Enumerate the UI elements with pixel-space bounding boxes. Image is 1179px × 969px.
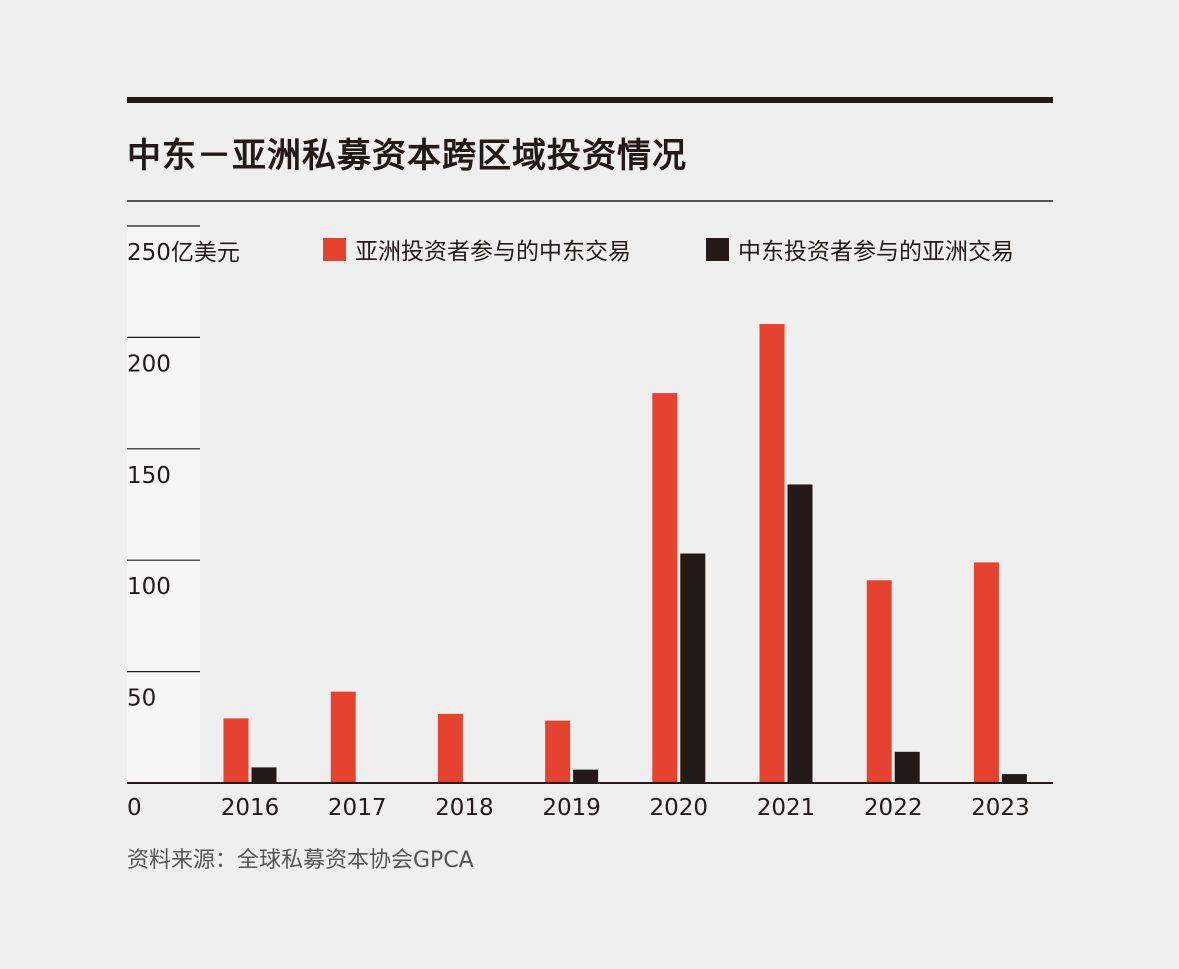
y-tick-label: 100 [127, 574, 171, 600]
bar [787, 484, 813, 783]
bar [894, 751, 920, 783]
legend-label-me-investors: 中东投资者参与的亚洲交易 [738, 239, 1014, 265]
x-tick-label: 2018 [435, 795, 494, 821]
bar [652, 393, 678, 783]
bar [545, 720, 571, 783]
chart-title: 中东－亚洲私募资本跨区域投资情况 [127, 136, 687, 176]
title-rule [127, 200, 1053, 202]
bar [573, 769, 599, 783]
legend-item-me-investors: 中东投资者参与的亚洲交易 [706, 232, 1014, 266]
legend-item-asia-investors: 亚洲投资者参与的中东交易 [323, 232, 631, 266]
x-tick-label: 2023 [971, 795, 1030, 821]
y-tick-label: 50 [127, 686, 156, 712]
bar [330, 691, 356, 783]
y-tick-label: 200 [127, 351, 171, 377]
legend-swatch-asia-investors [323, 237, 346, 261]
bar [759, 324, 785, 783]
x-tick-label: 2020 [650, 795, 709, 821]
bar [680, 553, 706, 783]
bar [1001, 774, 1027, 783]
x-tick-label: 2022 [864, 795, 923, 821]
top-rule [127, 97, 1053, 103]
bar [251, 767, 277, 783]
x-tick-label: 2021 [757, 795, 816, 821]
x-tick-label: 2019 [542, 795, 601, 821]
bar [866, 580, 892, 783]
y-tick-label: 150 [127, 463, 171, 489]
legend-label-asia-investors: 亚洲投资者参与的中东交易 [355, 239, 631, 265]
x-tick-label: 2016 [221, 795, 280, 821]
bar [437, 713, 463, 783]
source-note: 资料来源：全球私募资本协会GPCA [127, 848, 474, 873]
bar [223, 718, 249, 783]
bar [973, 562, 999, 783]
y-tick-label: 250亿美元 [127, 240, 240, 266]
y-axis-band [127, 226, 200, 783]
legend-swatch-me-investors [706, 237, 729, 261]
y-tick-label: 0 [127, 795, 142, 821]
x-tick-label: 2017 [328, 795, 387, 821]
